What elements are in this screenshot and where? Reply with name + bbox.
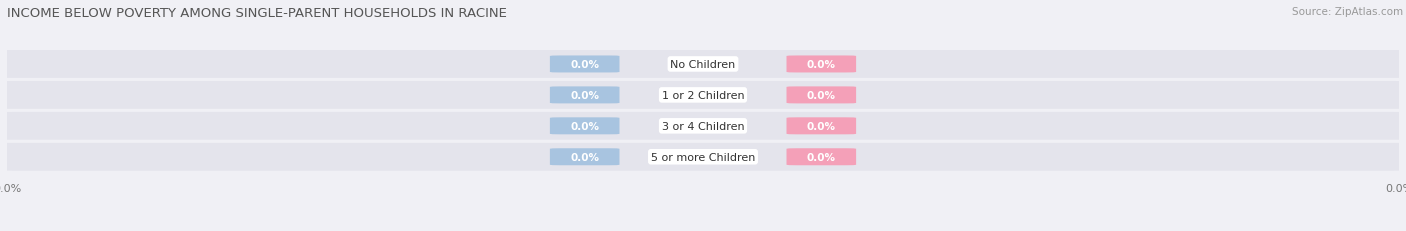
Legend: Single Father, Single Mother: Single Father, Single Mother xyxy=(606,228,800,231)
Text: 0.0%: 0.0% xyxy=(807,91,835,100)
Text: 0.0%: 0.0% xyxy=(807,121,835,131)
Text: Source: ZipAtlas.com: Source: ZipAtlas.com xyxy=(1292,7,1403,17)
FancyBboxPatch shape xyxy=(550,149,620,166)
FancyBboxPatch shape xyxy=(0,143,1406,171)
Text: 5 or more Children: 5 or more Children xyxy=(651,152,755,162)
Text: 0.0%: 0.0% xyxy=(807,60,835,70)
FancyBboxPatch shape xyxy=(786,87,856,104)
Text: INCOME BELOW POVERTY AMONG SINGLE-PARENT HOUSEHOLDS IN RACINE: INCOME BELOW POVERTY AMONG SINGLE-PARENT… xyxy=(7,7,508,20)
FancyBboxPatch shape xyxy=(0,82,1406,109)
FancyBboxPatch shape xyxy=(0,51,1406,79)
FancyBboxPatch shape xyxy=(550,87,620,104)
Text: 0.0%: 0.0% xyxy=(571,152,599,162)
FancyBboxPatch shape xyxy=(550,56,620,73)
Text: 0.0%: 0.0% xyxy=(807,152,835,162)
Text: 3 or 4 Children: 3 or 4 Children xyxy=(662,121,744,131)
FancyBboxPatch shape xyxy=(550,118,620,135)
FancyBboxPatch shape xyxy=(786,118,856,135)
Text: 1 or 2 Children: 1 or 2 Children xyxy=(662,91,744,100)
FancyBboxPatch shape xyxy=(0,112,1406,140)
Text: No Children: No Children xyxy=(671,60,735,70)
FancyBboxPatch shape xyxy=(786,149,856,166)
FancyBboxPatch shape xyxy=(786,56,856,73)
Text: 0.0%: 0.0% xyxy=(571,60,599,70)
Text: 0.0%: 0.0% xyxy=(571,121,599,131)
Text: 0.0%: 0.0% xyxy=(571,91,599,100)
